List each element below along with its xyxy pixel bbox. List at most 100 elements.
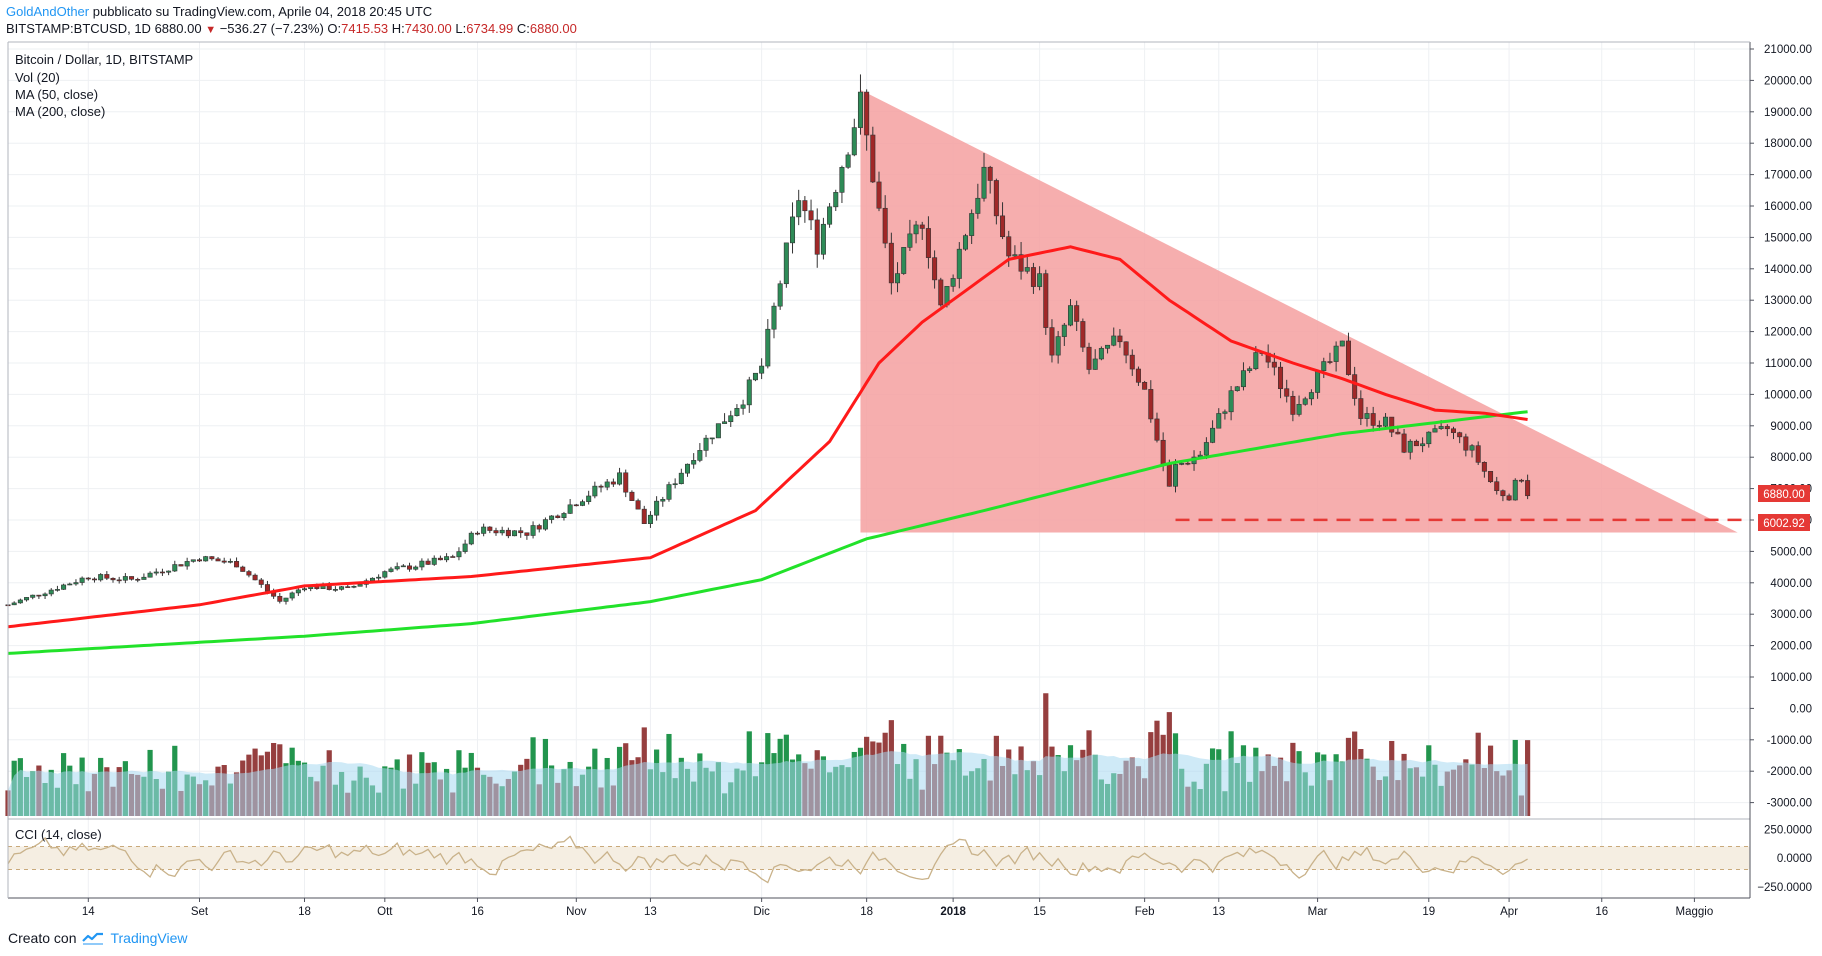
candle-body [129,576,135,580]
candle-body [1512,479,1518,501]
x-tick-label: Nov [566,906,587,918]
candle-body [277,595,283,602]
candle-body [1074,305,1080,322]
x-tick-label: 18 [298,906,311,918]
candle-body [790,216,796,244]
support-badge-text: 6002.92 [1763,518,1805,530]
last-price-badge [1758,485,1810,502]
y-tick-label: 3000.00 [1770,609,1812,621]
candle-body [586,495,592,502]
footer-label: Creato con [8,930,77,946]
support-badge [1758,514,1810,531]
x-tick-label: Dic [753,906,770,918]
cci-tick-label: 0.0000 [1777,853,1812,865]
y-tick-label: 14000.00 [1764,264,1812,276]
candle-body [1469,445,1475,451]
candle-body [1012,254,1018,257]
candle-body [938,279,944,306]
author-link[interactable]: GoldAndOther [6,4,90,19]
candle-body [913,224,919,235]
candle-body [184,561,190,567]
candle-body [814,219,820,255]
candle-body [573,504,579,507]
tradingview-link[interactable]: TradingView [110,930,188,946]
candle-body [394,566,400,570]
candle-body [1185,462,1191,465]
candle-body [524,532,530,536]
x-tick-label: 16 [1595,906,1608,918]
candle-body [1173,464,1179,487]
candle-body [505,529,511,537]
candle-body [802,200,808,212]
candle-body [697,450,703,461]
candle-body [116,579,122,582]
candle-body [456,551,462,558]
candle-body [1018,254,1024,272]
candle-body [252,574,258,581]
candle-body [740,404,746,409]
candle-body [715,423,721,439]
candle-body [666,484,672,500]
candle-body [444,556,450,561]
legend-ma200: MA (200, close) [15,104,105,119]
y-tick-label: 12000.00 [1764,327,1812,339]
legend-cci: CCI (14, close) [15,827,102,842]
candle-body [234,561,240,568]
candle-body [1203,442,1209,456]
candle-body [141,576,147,580]
close-label: C: [516,21,530,36]
candle-body [839,167,845,193]
cci-band [8,846,1750,870]
candle-body [1061,324,1067,337]
candle-body [1389,416,1395,433]
candle-body [221,560,227,563]
open-label: O: [327,21,342,36]
footer: Creato con TradingView [8,930,188,946]
symbol-header: BITSTAMP:BTCUSD, 1D 6880.00 ▼ −536.27 (−… [6,21,577,36]
symbol-label: BITSTAMP:BTCUSD, 1D [6,21,151,36]
candle-body [1142,382,1148,390]
candle-body [1463,436,1469,451]
close-value: 6880.00 [529,21,577,36]
candle-body [851,127,857,156]
candle-body [629,491,635,501]
candle-body [1135,368,1141,383]
y-tick-label: -3000.00 [1767,798,1812,810]
last-price-badge-text: 6880.00 [1763,489,1805,501]
candle-body [357,584,363,587]
candle-body [246,571,252,576]
candle-body [1117,335,1123,343]
candle-body [1006,236,1012,257]
candle-body [1438,426,1444,429]
candle-body [1148,389,1154,420]
candle-body [258,579,264,585]
candle-body [36,594,42,597]
x-tick-label: Set [191,906,209,918]
candle-body [159,571,165,574]
candle-body [339,586,345,590]
candle-body [400,565,406,568]
tradingview-logo-icon [82,932,104,945]
y-tick-label: 15000.00 [1764,232,1812,244]
candle-body [1296,404,1302,415]
candle-body [1302,398,1308,405]
candle-body [654,500,660,516]
candle-body [1413,440,1419,447]
candle-body [30,594,36,598]
candle-body [153,571,159,574]
volume-ma-area [8,751,1528,816]
candle-body [1210,427,1216,443]
y-tick-label: 9000.00 [1770,421,1812,433]
candle-body [993,180,999,217]
candle-body [1284,388,1290,397]
candle-body [1475,445,1481,463]
candle-body [481,526,487,534]
candle-body [734,408,740,417]
candle-body [79,577,85,583]
candle-body [91,578,97,581]
candle-body [895,273,901,284]
candle-body [17,599,23,604]
y-tick-label: 8000.00 [1770,452,1812,464]
candle-body [1426,431,1432,445]
